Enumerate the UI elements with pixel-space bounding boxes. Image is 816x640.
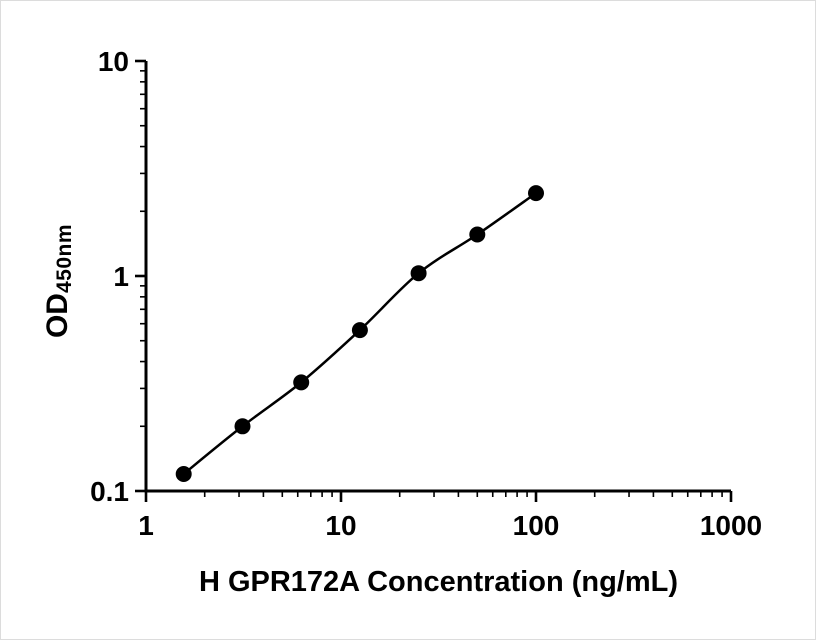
y-axis-title-main: OD (41, 293, 74, 339)
data-point-marker (528, 185, 544, 202)
data-point-marker (234, 418, 251, 435)
y-axis-title: OD450nm (40, 201, 76, 361)
x-tick-label: 10 (325, 510, 356, 541)
y-tick-label: 1 (113, 261, 129, 292)
y-tick-label: 0.1 (90, 476, 129, 507)
data-point-marker (351, 322, 368, 339)
y-tick-label: 10 (98, 46, 129, 77)
data-point-marker (410, 265, 427, 282)
data-point-marker (175, 466, 192, 482)
y-axis-title-subscript: 450nm (53, 223, 76, 294)
data-point-marker (293, 374, 310, 391)
x-tick-label: 1000 (700, 510, 762, 541)
x-axis-title: H GPR172A Concentration (ng/mL) (198, 566, 679, 598)
data-point-marker (469, 226, 486, 243)
x-tick-label: 100 (513, 510, 560, 541)
x-tick-label: 1 (138, 510, 154, 541)
